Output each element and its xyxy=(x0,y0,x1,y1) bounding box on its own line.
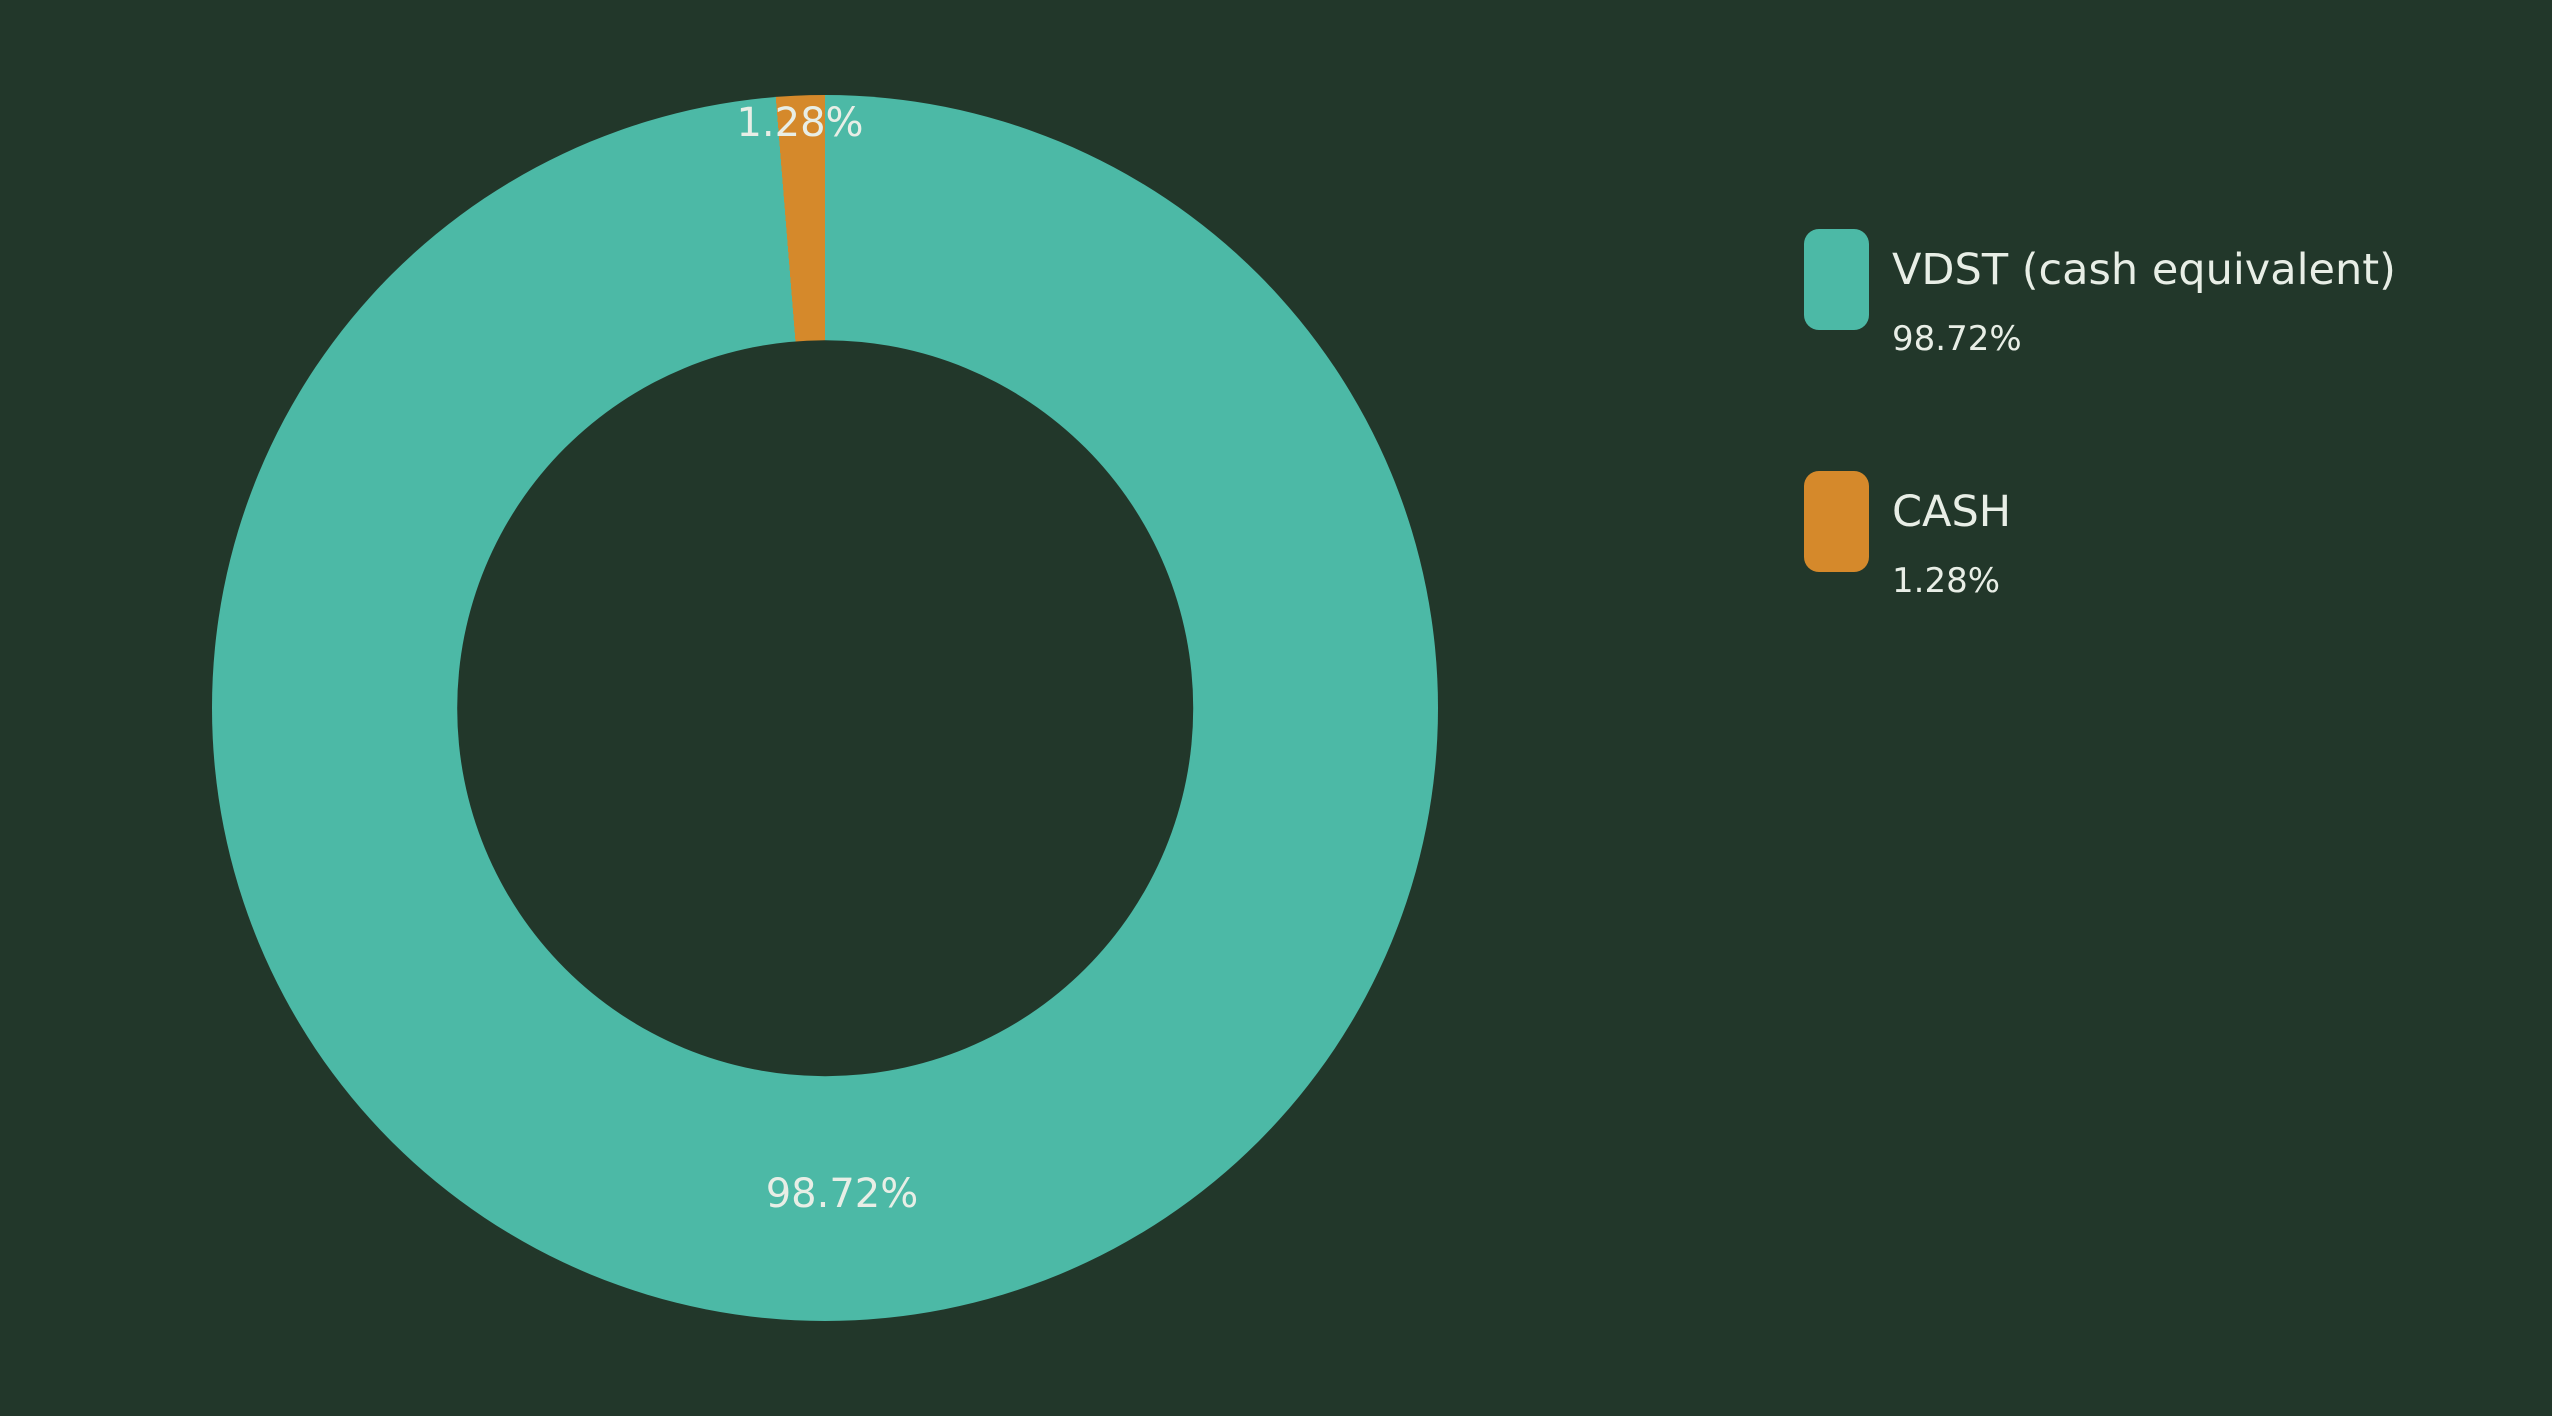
legend-item-cash[interactable]: CASH 1.28% xyxy=(1804,471,2524,598)
slice-percent-label-vdst: 98.72% xyxy=(765,1171,919,1217)
legend-item-vdst[interactable]: VDST (cash equivalent) 98.72% xyxy=(1804,229,2524,356)
legend-percent-cash: 1.28% xyxy=(1892,561,2001,601)
legend-percent-vdst: 98.72% xyxy=(1892,319,2022,359)
donut-hole xyxy=(457,340,1193,1076)
donut-chart: 1.28% 98.72% xyxy=(212,95,1438,1321)
legend: VDST (cash equivalent) 98.72% CASH 1.28% xyxy=(1804,229,2524,713)
legend-swatch-vdst xyxy=(1804,229,1869,330)
legend-label-vdst: VDST (cash equivalent) xyxy=(1892,245,2396,295)
legend-label-cash: CASH xyxy=(1892,487,2012,537)
legend-swatch-cash xyxy=(1804,471,1869,572)
slice-percent-label-cash: 1.28% xyxy=(736,100,864,146)
